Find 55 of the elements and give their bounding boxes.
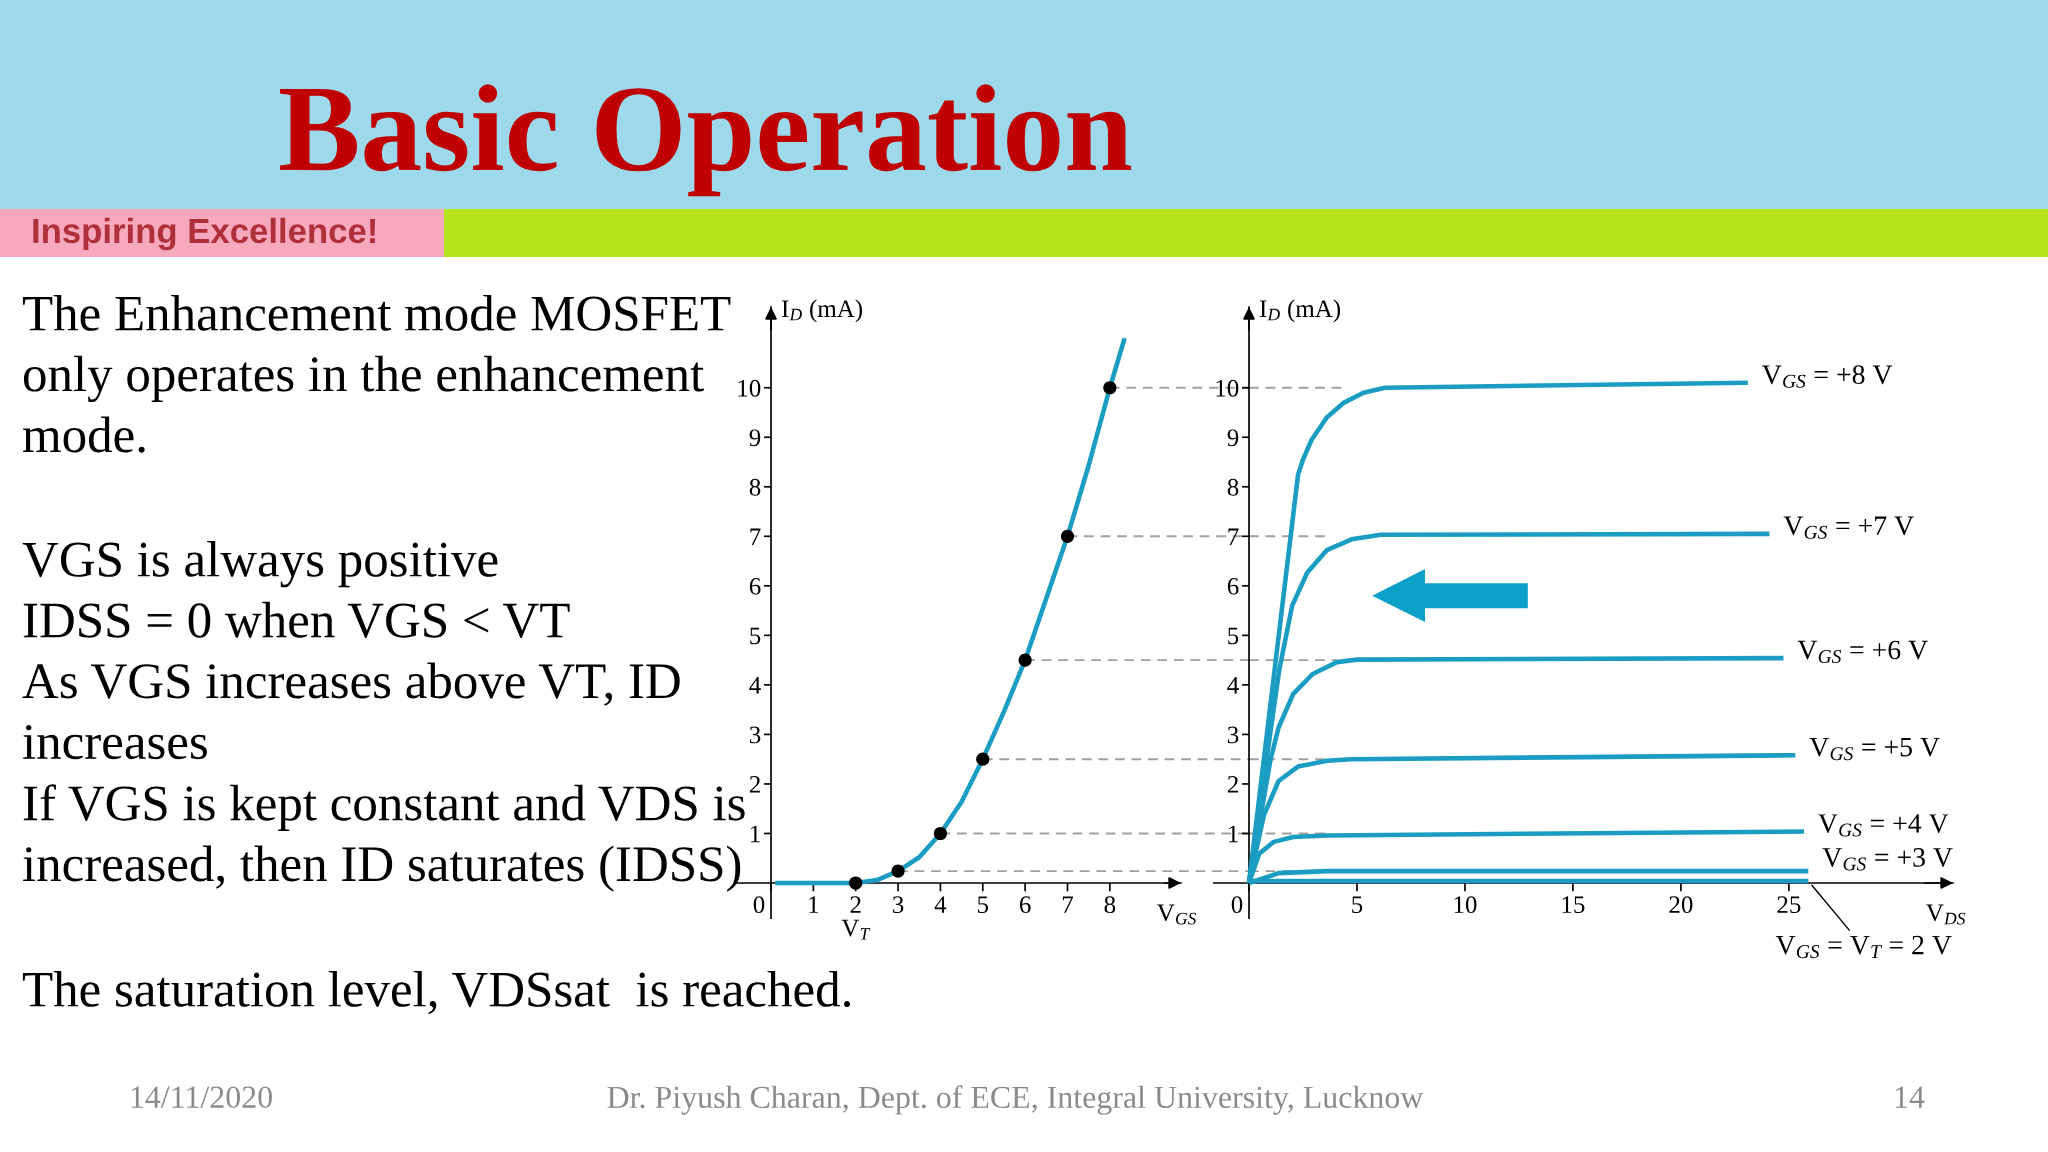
- series-label: V$_{GS}$ = +3 V: [1822, 848, 1953, 871]
- x-tick-label: 10: [1454, 896, 1477, 914]
- y-tick-label: 7: [1228, 528, 1239, 545]
- x-tick-label: 20: [1669, 896, 1693, 914]
- annotation: V$_{T}$: [841, 919, 871, 940]
- series-label: V$_{GS}$ = +8 V: [1762, 365, 1893, 388]
- text: Basic Operation: [280, 84, 1132, 197]
- y-tick-label: 6: [749, 577, 761, 595]
- y-tick-label: 10: [738, 379, 761, 397]
- text: 14/11/2020: [131, 1086, 272, 1108]
- y-tick-label: 10: [1216, 379, 1239, 397]
- x-tick-label: 5: [977, 896, 989, 914]
- series-label: V$_{GS}$ = +4 V: [1818, 814, 1949, 837]
- y-tick-label: 8: [1227, 478, 1239, 496]
- y-tick-label: 1: [750, 825, 760, 843]
- series-label: V$_{GS}$ = +6 V: [1797, 640, 1928, 664]
- x-tick-label: 0: [753, 896, 765, 914]
- x-tick-label: 1: [809, 896, 819, 913]
- y-tick-label: 5: [750, 627, 761, 645]
- y-tick-label: 6: [1227, 577, 1239, 595]
- text: VGS is always positive IDSS = 0 when VGS < VT As VGS increases above VT, ID increases If VGS is kept constant and VDS is increased, then ID saturates (IDSS): [22, 541, 745, 892]
- x-axis-title: V$_{DS}$: [1926, 904, 1966, 925]
- text: 14: [1895, 1086, 1925, 1108]
- text: Inspiring Excellence!: [33, 217, 376, 251]
- x-tick-label: 0: [1231, 896, 1243, 914]
- series-label: V$_{GS}$ = +7 V: [1783, 516, 1914, 539]
- y-tick-label: 7: [750, 528, 761, 545]
- y-tick-label: 4: [1227, 677, 1239, 694]
- text: The saturation level, VDSsat is reached.: [22, 971, 851, 1015]
- y-tick-label: 1: [1228, 825, 1238, 843]
- y-axis-title: I$_{D}$ (mA): [1259, 299, 1341, 323]
- y-axis-title: I$_{D}$ (mA): [781, 299, 863, 323]
- x-tick-label: 4: [934, 896, 947, 913]
- y-tick-label: 2: [1227, 776, 1238, 793]
- series-label: V$_{GS}$ = +5 V: [1809, 738, 1940, 761]
- x-tick-label: 8: [1104, 896, 1116, 914]
- y-tick-label: 9: [749, 429, 761, 447]
- y-tick-label: 3: [1227, 726, 1239, 744]
- x-tick-label: 7: [1062, 896, 1074, 913]
- x-tick-label: 25: [1777, 896, 1801, 914]
- y-tick-label: 3: [749, 726, 761, 744]
- text: Dr. Piyush Charan, Dept. of ECE, Integral University, Lucknow: [607, 1085, 1424, 1115]
- y-tick-label: 8: [749, 478, 761, 496]
- x-tick-label: 2: [850, 896, 861, 913]
- text: The Enhancement mode MOSFET only operates in the enhancement mode.: [22, 295, 731, 453]
- y-tick-label: 4: [749, 677, 761, 694]
- y-tick-label: 5: [1228, 627, 1239, 645]
- x-axis-title: V$_{GS}$: [1157, 904, 1197, 925]
- y-tick-label: 2: [749, 776, 760, 793]
- x-tick-label: 3: [893, 896, 904, 914]
- x-tick-label: 6: [1019, 896, 1031, 914]
- series-label: V$_{GS}$ = V$_{T}$ = 2 V: [1775, 935, 1952, 959]
- x-tick-label: 5: [1352, 896, 1363, 914]
- x-tick-label: 15: [1562, 896, 1585, 914]
- y-tick-label: 9: [1227, 429, 1239, 447]
